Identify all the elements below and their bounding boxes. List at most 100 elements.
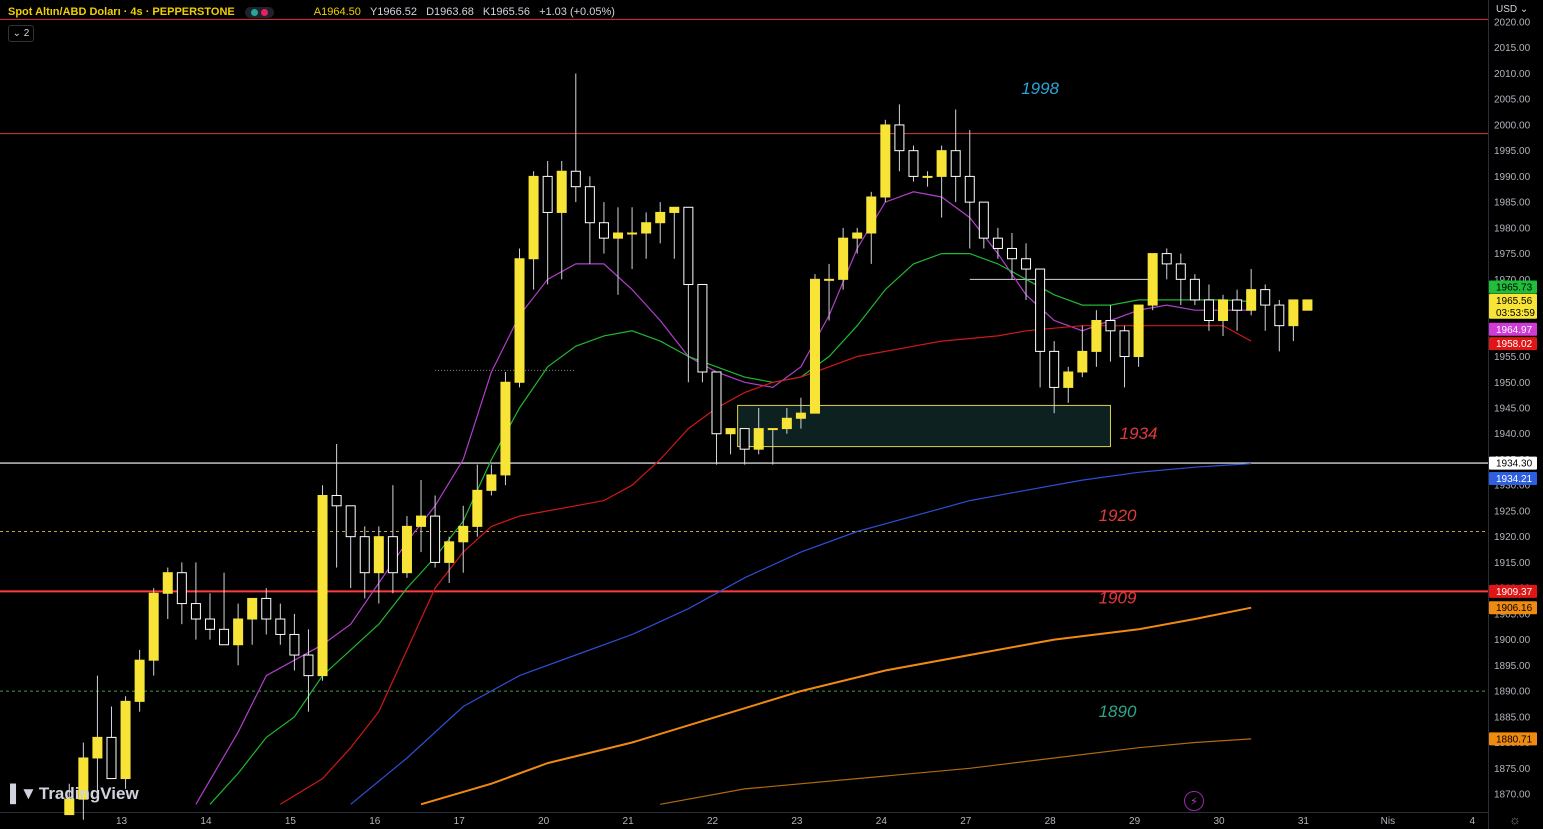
ohlc-values: A1964.50 Y1966.52 D1963.68 K1965.56 +1.0… <box>314 6 615 18</box>
candle-body <box>1203 299 1214 322</box>
candle-body <box>1260 289 1271 306</box>
candle-body <box>1091 320 1102 352</box>
price-axis-label: 03:53:59 <box>1496 308 1535 319</box>
gear-icon[interactable]: ☼ <box>1509 812 1521 827</box>
y-tick-label: 2020.00 <box>1494 18 1531 29</box>
price-annotation: 1890 <box>1099 702 1137 721</box>
x-tick-label: Nis <box>1381 816 1395 827</box>
x-tick-label: 24 <box>876 816 888 827</box>
logo-text: TradingView <box>38 784 139 803</box>
indicators-collapse-button[interactable]: ⌄ 2 <box>8 25 34 42</box>
price-axis-label-bg <box>1489 293 1537 307</box>
x-tick-label: 14 <box>200 816 212 827</box>
candle-body <box>584 186 595 224</box>
y-tick-label: 1950.00 <box>1494 378 1531 389</box>
candle-body <box>1119 330 1130 358</box>
chart-header: Spot Altın/ABD Doları · 4s · PEPPERSTONE… <box>8 6 615 18</box>
y-tick-label: 1915.00 <box>1494 558 1531 569</box>
candle-body <box>444 541 455 563</box>
candle-body <box>1105 320 1116 332</box>
candle-body <box>345 505 356 538</box>
price-axis-label: 1934.21 <box>1496 474 1533 485</box>
price-axis-label-bg <box>1489 584 1537 598</box>
x-tick-label: 22 <box>707 816 719 827</box>
candle-body <box>1133 304 1144 358</box>
candle-body <box>64 798 75 816</box>
flash-icon[interactable]: ⚡ <box>1184 791 1204 811</box>
ohlc-low: D1963.68 <box>426 6 474 18</box>
price-annotation: 1998 <box>1021 79 1059 98</box>
candle-body <box>753 428 764 450</box>
candle-body <box>162 572 173 594</box>
currency-selector[interactable]: USD ⌄ <box>1496 4 1529 15</box>
moving-average-line <box>195 191 1252 805</box>
moving-average-line <box>420 606 1252 806</box>
y-tick-label: 2005.00 <box>1494 95 1531 106</box>
candle-body <box>852 232 863 239</box>
candle-body <box>78 757 89 800</box>
candle-body <box>908 150 919 177</box>
x-tick-label: 17 <box>454 816 466 827</box>
candle-body <box>964 175 975 203</box>
candle-body <box>416 515 427 527</box>
candle-body <box>92 736 103 759</box>
x-tick-label: 4 <box>1469 816 1475 827</box>
candle-body <box>176 572 187 605</box>
candle-body <box>289 633 300 656</box>
candle-body <box>401 525 412 574</box>
ohlc-close: K1965.56 <box>482 6 530 18</box>
candle-body <box>880 124 891 198</box>
price-axis-label: 1906.16 <box>1496 603 1533 614</box>
candle-body <box>219 628 230 646</box>
candle-body <box>542 175 553 213</box>
ohlc-open: A1964.50 <box>313 6 361 18</box>
candle-body <box>1232 299 1243 311</box>
tv-mark-icon: ▌▼ <box>10 784 37 803</box>
candle-body <box>556 170 567 213</box>
x-tick-label: 16 <box>369 816 381 827</box>
candle-body <box>1021 258 1032 270</box>
candle-body <box>613 232 624 239</box>
demand-zone-box <box>737 404 1111 448</box>
y-tick-label: 2000.00 <box>1494 120 1531 131</box>
candle-body <box>233 618 244 646</box>
status-dots[interactable] <box>244 6 274 18</box>
y-tick-label: 1885.00 <box>1494 712 1531 723</box>
candle-body <box>1035 268 1046 352</box>
candle-body <box>1288 299 1299 327</box>
candle-body <box>106 736 117 780</box>
price-axis-label: 1964.97 <box>1496 325 1533 336</box>
y-tick-label: 2015.00 <box>1494 43 1531 54</box>
candle-body <box>134 659 145 702</box>
y-tick-label: 1930.00 <box>1494 481 1531 492</box>
candle-body <box>978 201 989 239</box>
ohlc-change: +1.03 (+0.05%) <box>539 6 615 18</box>
candle-body <box>1063 371 1074 388</box>
candle-body <box>1161 253 1172 265</box>
market-open-dot-icon <box>250 8 258 16</box>
x-tick-label: 30 <box>1213 816 1225 827</box>
candle-body <box>1077 350 1088 373</box>
candle-body <box>148 592 159 661</box>
candle-body <box>683 206 694 285</box>
candle-body <box>1302 299 1313 311</box>
candle-body <box>739 428 750 450</box>
y-tick-label: 1920.00 <box>1494 532 1531 543</box>
tradingview-logo: ▌▼ TradingView <box>10 784 139 804</box>
symbol-title[interactable]: Spot Altın/ABD Doları · 4s · PEPPERSTONE <box>8 6 235 18</box>
candle-body <box>1218 299 1229 322</box>
price-axis-label-bg <box>1489 456 1537 470</box>
candle-body <box>1006 247 1017 260</box>
candle-body <box>1175 263 1186 280</box>
price-axis-label-bg <box>1489 472 1537 486</box>
candle-body <box>992 237 1003 249</box>
candle-body <box>331 494 342 507</box>
y-tick-label: 1870.00 <box>1494 790 1531 801</box>
candle-body <box>725 428 736 435</box>
price-axis-label-bg <box>1489 732 1537 746</box>
price-axis-label-bg <box>1489 305 1537 319</box>
x-tick-label: 20 <box>538 816 550 827</box>
y-tick-label: 1940.00 <box>1494 429 1531 440</box>
price-axis-label: 1965.56 <box>1496 296 1533 307</box>
